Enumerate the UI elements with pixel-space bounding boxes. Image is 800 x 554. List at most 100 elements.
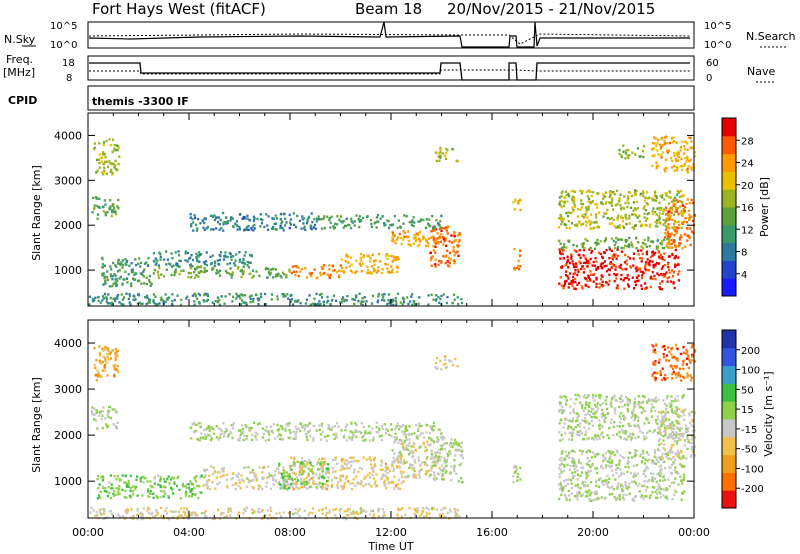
power-echo-cell [628, 217, 631, 220]
vel-echo-cell [208, 487, 212, 491]
vel-echo-cell [512, 466, 516, 469]
vel-echo-cell [317, 468, 320, 471]
vel-echo-cell [432, 441, 436, 444]
power-echo-cell [442, 236, 445, 239]
power-echo-cell [376, 301, 379, 304]
power-echo-cell [345, 254, 348, 258]
power-echo-cell [299, 270, 302, 273]
vel-echo-cell [244, 424, 247, 427]
power-echo-cell [560, 216, 563, 219]
vel-echo-cell [326, 488, 329, 491]
power-echo-cell [187, 275, 190, 279]
power-echo-cell [439, 297, 442, 301]
power-echo-cell [440, 232, 443, 236]
power-echo-cell [672, 202, 675, 206]
vel-echo-cell [570, 492, 574, 495]
vel-echo-cell [455, 513, 458, 517]
power-echo-cell [188, 257, 191, 260]
power-echo-cell [641, 274, 644, 277]
vel-echo-cell [95, 409, 98, 412]
power-echo-cell [187, 271, 190, 275]
power-echo-cell [653, 194, 656, 197]
power-echo-cell [226, 255, 229, 259]
power-echo-cell [358, 219, 361, 222]
vel-echo-cell [433, 471, 436, 474]
vel-echo-cell [249, 471, 252, 474]
vel-echo-cell [107, 349, 110, 352]
vel-echo-cell [317, 509, 320, 512]
power-echo-cell [455, 159, 458, 162]
vel-echo-cell [577, 486, 580, 489]
power-echo-cell [581, 190, 584, 193]
vel-echo-cell [241, 430, 244, 433]
power-echo-cell [339, 215, 343, 218]
power-echo-cell [661, 212, 664, 215]
power-echo-cell [114, 297, 117, 300]
power-echo-cell [159, 252, 162, 256]
power-echo-cell [519, 198, 522, 201]
power-echo-cell [625, 276, 629, 280]
vel-echo-cell [655, 480, 658, 484]
vel-echo-cell [203, 476, 206, 479]
power-echo-cell [139, 265, 142, 268]
vel-echo-cell [135, 478, 138, 482]
vel-echo-cell [223, 435, 226, 438]
power-echo-cell [108, 285, 112, 288]
vel-echo-cell [560, 493, 563, 497]
power-echo-cell [639, 192, 643, 195]
power-echo-cell [366, 265, 369, 268]
vel-echo-cell [100, 375, 103, 378]
vel-echo-cell [284, 475, 287, 478]
vel-echo-cell [220, 511, 223, 515]
power-echo-cell [604, 191, 607, 194]
power-echo-cell [390, 223, 393, 227]
power-echo-cell [301, 215, 304, 218]
vel-echo-cell [359, 511, 362, 515]
power-echo-cell [584, 238, 587, 241]
vel-echo-cell [380, 459, 383, 462]
vel-echo-cell [341, 465, 345, 468]
power-echo-cell [396, 266, 399, 269]
power-echo-cell [390, 265, 393, 268]
power-echo-cell [295, 265, 298, 268]
vel-echo-cell [321, 465, 324, 469]
vel-echo-cell [435, 477, 438, 480]
power-echo-cell [618, 224, 621, 227]
vel-echo-cell [381, 515, 384, 519]
power-echo-cell [611, 258, 614, 261]
vel-echo-cell [639, 453, 643, 456]
power-echo-cell [128, 264, 131, 267]
power-echo-cell [647, 212, 651, 215]
vel-echo-cell [290, 456, 293, 459]
vel-echo-cell [306, 483, 309, 486]
power-echo-cell [275, 228, 278, 231]
power-echo-cell [328, 218, 331, 222]
power-echo-cell [260, 295, 263, 298]
power-echo-cell [596, 238, 599, 242]
power-echo-cell [342, 226, 345, 229]
power-echo-cell [686, 148, 689, 152]
vel-echo-cell [98, 508, 101, 512]
vel-echo-cell [325, 439, 328, 442]
power-echo-cell [579, 189, 582, 193]
power-echo-cell [648, 244, 651, 248]
vel-echo-cell [634, 451, 637, 455]
vel-echo-cell [100, 513, 103, 516]
vel-echo-cell [560, 485, 563, 488]
power-echo-cell [431, 227, 435, 230]
power-echo-cell [645, 252, 648, 256]
vel-echo-cell [629, 401, 632, 404]
power-echo-cell [371, 265, 374, 268]
vel-echo-cell [321, 487, 324, 490]
vel-echo-cell [621, 488, 624, 491]
power-echo-cell [449, 258, 452, 261]
power-echo-cell [579, 256, 582, 259]
vel-echo-cell [451, 445, 454, 449]
power-echo-cell [113, 210, 116, 214]
vel-echo-cell [217, 508, 220, 512]
power-echo-cell [114, 148, 117, 152]
vel-echo-cell [126, 509, 129, 512]
vel-echo-cell [362, 439, 365, 442]
power-echo-cell [355, 270, 358, 273]
power-echo-cell [573, 205, 577, 209]
